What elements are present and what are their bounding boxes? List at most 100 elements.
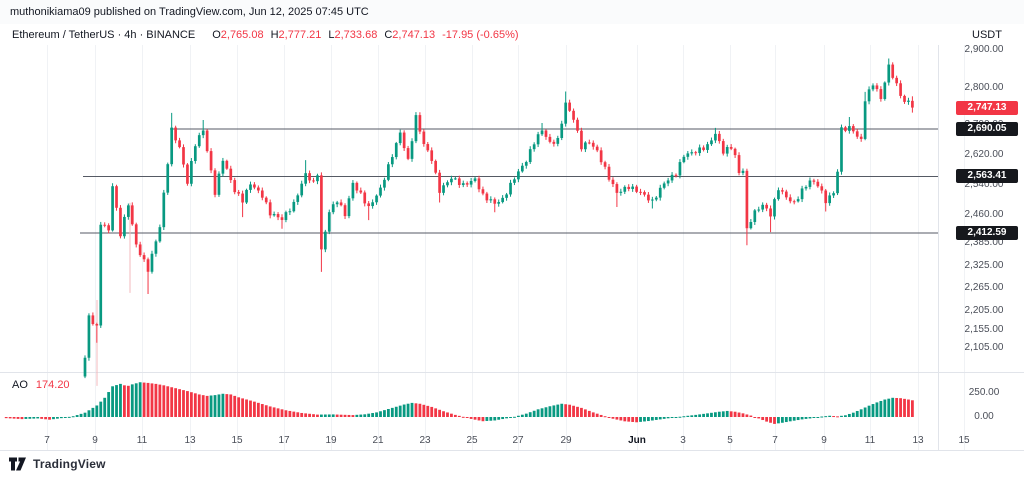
ao-bar xyxy=(690,415,694,417)
candle xyxy=(520,165,524,172)
candle xyxy=(761,204,765,210)
time-axis-label: 11 xyxy=(136,435,148,446)
candle xyxy=(741,170,745,174)
ao-bar xyxy=(103,397,107,417)
ao-bar xyxy=(398,405,402,417)
ao-bar xyxy=(631,417,635,422)
candle xyxy=(166,164,170,193)
ao-name[interactable]: AO xyxy=(12,379,28,391)
ao-bar xyxy=(662,417,666,419)
ao-bar xyxy=(422,404,426,417)
candle xyxy=(300,183,304,196)
ao-bar xyxy=(264,405,268,417)
ao-bar xyxy=(268,406,272,417)
candle xyxy=(229,168,233,181)
ao-bar xyxy=(580,407,583,417)
ao-bar xyxy=(186,391,189,417)
candle xyxy=(170,127,174,165)
ao-bar xyxy=(816,417,820,418)
ao-bar xyxy=(828,415,832,417)
candle xyxy=(871,85,875,90)
ao-bar xyxy=(402,404,406,417)
candle xyxy=(792,201,796,203)
ao-bar xyxy=(639,417,642,422)
ao-bar xyxy=(777,417,780,424)
ao-bar xyxy=(528,412,532,417)
level-price-badge: 2,412.59 xyxy=(956,226,1018,241)
candle xyxy=(907,100,910,102)
symbol-title[interactable]: Ethereum / TetherUS · 4h · BINANCE xyxy=(12,29,196,41)
ao-bar xyxy=(229,394,233,417)
time-axis-label: 13 xyxy=(184,435,196,446)
ao-bar xyxy=(784,417,788,423)
candle xyxy=(126,205,130,217)
ao-bar xyxy=(509,417,512,418)
ao-bar xyxy=(796,417,800,421)
ao-bar xyxy=(595,413,599,417)
candle xyxy=(753,210,757,222)
ao-bar xyxy=(899,398,902,417)
ao-bar xyxy=(788,417,792,422)
candle xyxy=(359,190,363,193)
ao-bar xyxy=(363,414,367,417)
ao-bar xyxy=(83,412,87,417)
candle xyxy=(225,160,229,169)
candle xyxy=(296,195,300,202)
ao-bar xyxy=(308,413,311,417)
candle xyxy=(87,315,91,358)
ao-bar xyxy=(493,417,497,421)
ao-bar xyxy=(812,417,816,418)
ao-bar xyxy=(721,411,725,417)
candle xyxy=(402,132,406,149)
ao-bar xyxy=(753,417,757,418)
candle xyxy=(422,131,426,145)
ao-bar xyxy=(28,417,32,419)
ao-bar xyxy=(390,407,394,417)
candle xyxy=(83,357,87,377)
candle xyxy=(540,130,544,135)
candle xyxy=(670,174,674,181)
ao-bar xyxy=(832,416,835,418)
ao-bar xyxy=(138,382,142,417)
ao-bar xyxy=(540,408,544,417)
ao-bar xyxy=(465,417,469,418)
candle xyxy=(241,193,244,203)
ao-bar xyxy=(256,402,260,417)
ao-axis-label: 250.00 xyxy=(968,387,1000,398)
candle xyxy=(457,178,461,185)
time-axis-label: 21 xyxy=(372,435,384,446)
ao-bar xyxy=(666,417,670,419)
time-axis-label: 15 xyxy=(958,435,970,446)
ao-bar xyxy=(197,394,201,417)
ao-bar xyxy=(887,398,891,417)
ao-bar xyxy=(599,414,603,417)
publish-bar: muthonikiama09 published on TradingView.… xyxy=(0,0,1024,24)
candle xyxy=(599,150,603,163)
candle xyxy=(524,162,528,166)
ao-bar xyxy=(524,413,528,417)
chart-header: Ethereum / TetherUS · 4h · BINANCE O2,765… xyxy=(12,29,519,41)
ao-bar xyxy=(548,406,552,417)
close-value: 2,747.13 xyxy=(392,29,436,41)
candle xyxy=(721,141,725,154)
ao-bar xyxy=(780,417,784,423)
candle xyxy=(406,148,410,159)
ao-bar xyxy=(63,417,67,418)
candles-layer xyxy=(83,58,914,379)
ao-bar xyxy=(260,404,264,417)
ao-bar xyxy=(162,385,166,417)
ao-bar xyxy=(201,395,205,417)
candle xyxy=(343,205,347,217)
candle xyxy=(292,201,296,212)
candle xyxy=(383,179,386,188)
candle xyxy=(824,190,828,204)
candle xyxy=(186,164,189,184)
candle xyxy=(272,214,276,216)
candle xyxy=(95,324,99,326)
ao-bar xyxy=(371,413,375,417)
tradingview-logo-text[interactable]: TradingView xyxy=(33,457,106,471)
ao-bar xyxy=(292,411,296,417)
ao-bar xyxy=(304,413,308,417)
candle xyxy=(682,156,686,163)
